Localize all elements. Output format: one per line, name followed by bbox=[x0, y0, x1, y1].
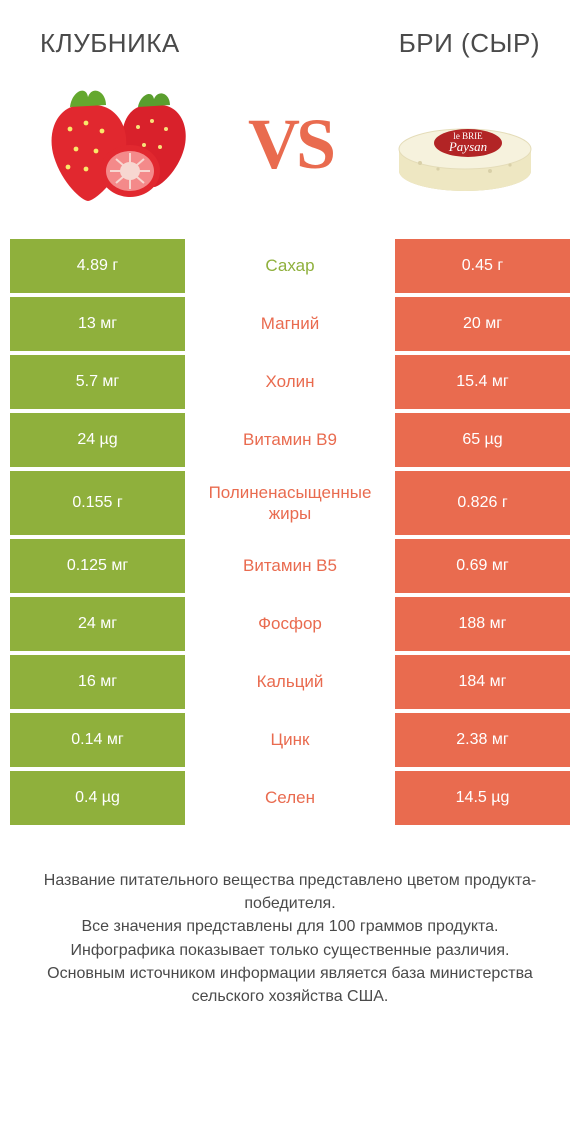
strawberry-image bbox=[40, 79, 190, 209]
table-row: 0.14 мгЦинк2.38 мг bbox=[10, 713, 570, 767]
table-row: 16 мгКальций184 мг bbox=[10, 655, 570, 709]
value-right: 184 мг bbox=[395, 655, 570, 709]
nutrient-label: Витамин B5 bbox=[185, 539, 395, 593]
footer-line: Название питательного вещества представл… bbox=[28, 869, 552, 915]
value-right: 188 мг bbox=[395, 597, 570, 651]
value-right: 2.38 мг bbox=[395, 713, 570, 767]
value-left: 5.7 мг bbox=[10, 355, 185, 409]
hero: VS le BRIE Paysan bbox=[0, 59, 580, 239]
nutrient-label: Селен bbox=[185, 771, 395, 825]
table-row: 24 µgВитамин B965 µg bbox=[10, 413, 570, 467]
nutrient-label: Магний bbox=[185, 297, 395, 351]
value-left: 4.89 г bbox=[10, 239, 185, 293]
value-right: 0.826 г bbox=[395, 471, 570, 535]
footer-line: Все значения представлены для 100 граммо… bbox=[28, 915, 552, 938]
value-right: 0.69 мг bbox=[395, 539, 570, 593]
nutrient-label: Фосфор bbox=[185, 597, 395, 651]
nutrient-label: Витамин B9 bbox=[185, 413, 395, 467]
brie-label-line2: Paysan bbox=[448, 139, 487, 154]
table-row: 0.155 гПолиненасыщенные жиры0.826 г bbox=[10, 471, 570, 535]
table-row: 0.4 µgСелен14.5 µg bbox=[10, 771, 570, 825]
title-left: КЛУБНИКА bbox=[40, 28, 180, 59]
nutrient-label: Холин bbox=[185, 355, 395, 409]
title-right: БРИ (СЫР) bbox=[399, 28, 540, 59]
value-right: 20 мг bbox=[395, 297, 570, 351]
nutrient-label: Кальций bbox=[185, 655, 395, 709]
value-right: 65 µg bbox=[395, 413, 570, 467]
value-right: 0.45 г bbox=[395, 239, 570, 293]
value-left: 0.155 г bbox=[10, 471, 185, 535]
table-row: 24 мгФосфор188 мг bbox=[10, 597, 570, 651]
value-right: 15.4 мг bbox=[395, 355, 570, 409]
header: КЛУБНИКА БРИ (СЫР) bbox=[0, 0, 580, 59]
footer-line: Основным источником информации является … bbox=[28, 962, 552, 1008]
nutrient-label: Полиненасыщенные жиры bbox=[185, 471, 395, 535]
value-left: 0.14 мг bbox=[10, 713, 185, 767]
value-left: 16 мг bbox=[10, 655, 185, 709]
nutrient-label: Сахар bbox=[185, 239, 395, 293]
value-left: 13 мг bbox=[10, 297, 185, 351]
value-right: 14.5 µg bbox=[395, 771, 570, 825]
footer-line: Инфографика показывает только существенн… bbox=[28, 939, 552, 962]
vs-label: VS bbox=[248, 103, 332, 186]
value-left: 0.125 мг bbox=[10, 539, 185, 593]
table-row: 13 мгМагний20 мг bbox=[10, 297, 570, 351]
brie-image: le BRIE Paysan bbox=[390, 79, 540, 209]
comparison-table: 4.89 гСахар0.45 г13 мгМагний20 мг5.7 мгХ… bbox=[10, 239, 570, 825]
value-left: 24 мг bbox=[10, 597, 185, 651]
value-left: 0.4 µg bbox=[10, 771, 185, 825]
table-row: 4.89 гСахар0.45 г bbox=[10, 239, 570, 293]
footer-note: Название питательного вещества представл… bbox=[0, 829, 580, 1008]
table-row: 5.7 мгХолин15.4 мг bbox=[10, 355, 570, 409]
nutrient-label: Цинк bbox=[185, 713, 395, 767]
value-left: 24 µg bbox=[10, 413, 185, 467]
table-row: 0.125 мгВитамин B50.69 мг bbox=[10, 539, 570, 593]
